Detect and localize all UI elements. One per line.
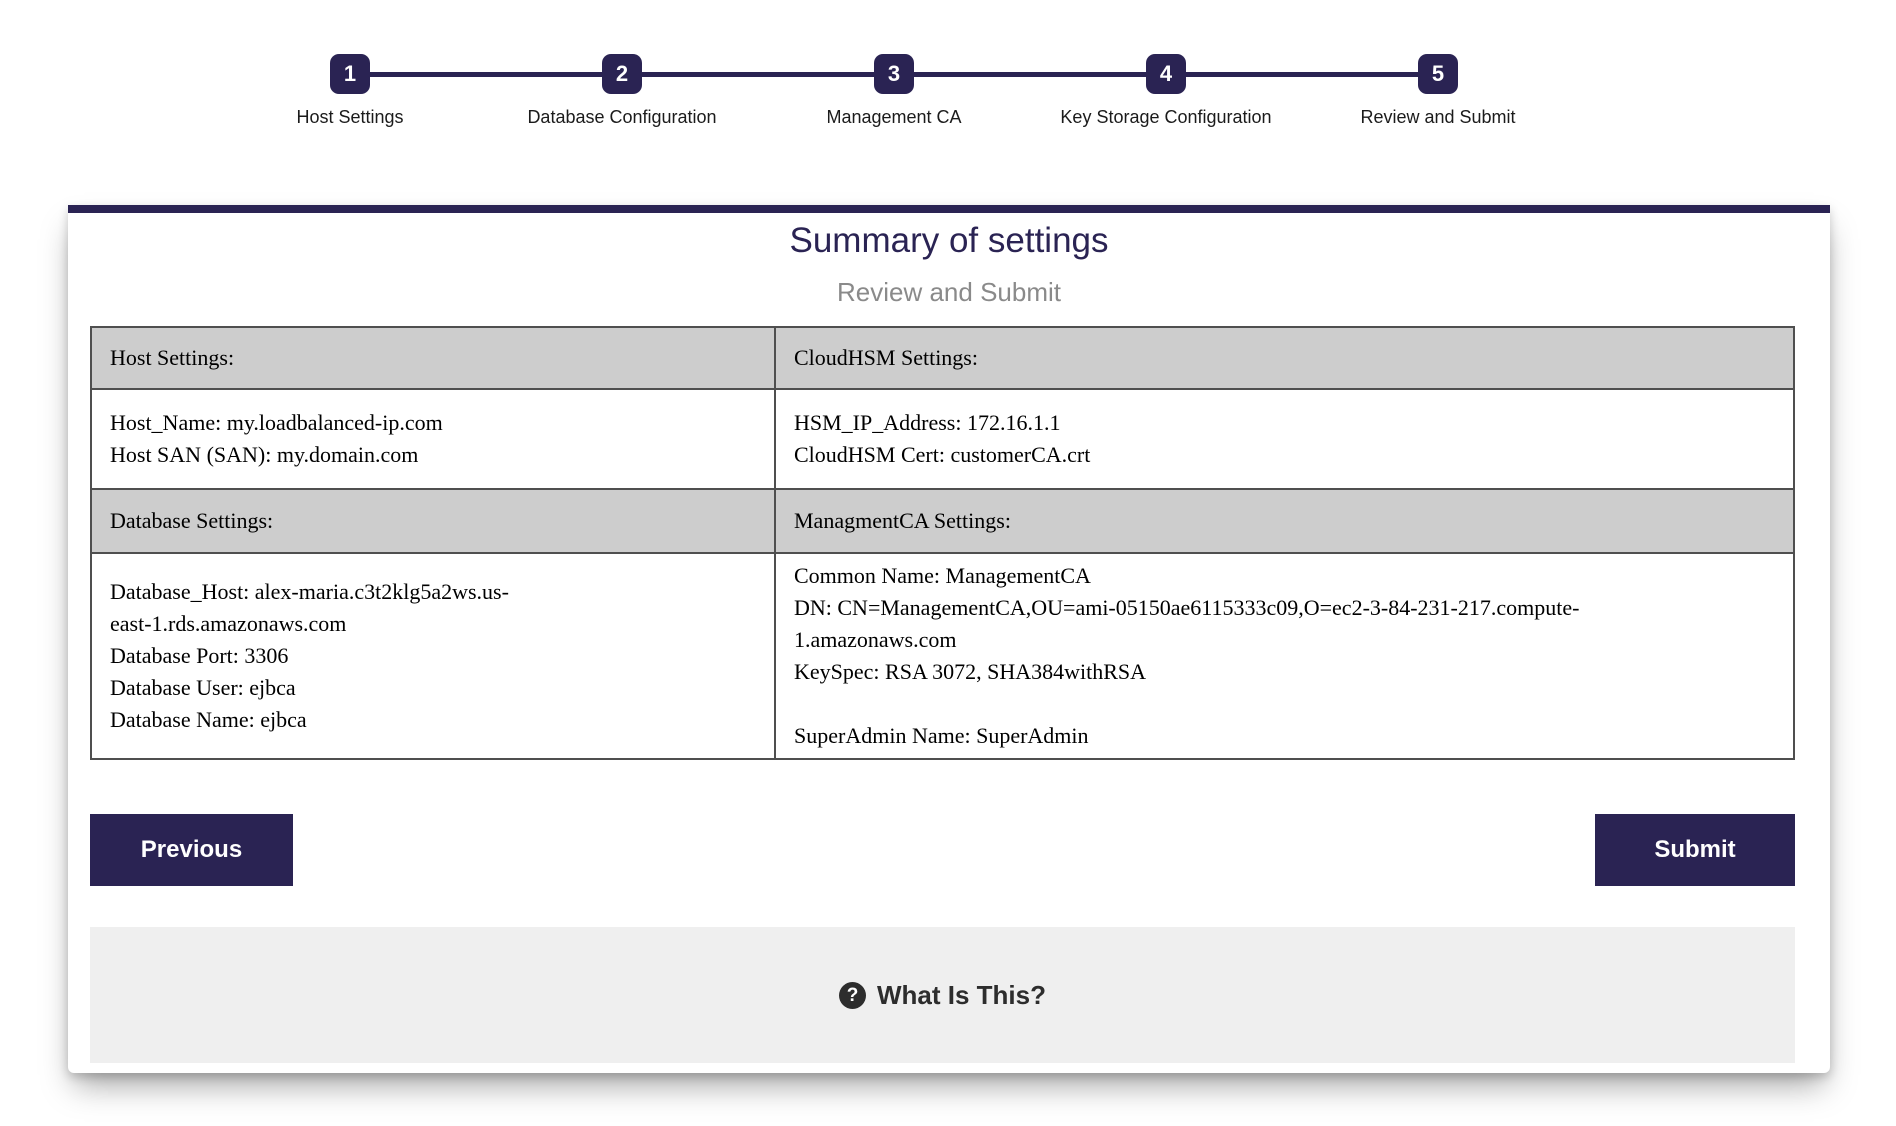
host-settings-header-cell: Host Settings: bbox=[90, 326, 776, 390]
question-mark-icon: ? bbox=[839, 981, 866, 1009]
cloudhsm-settings-values-cell: HSM_IP_Address: 172.16.1.1 CloudHSM Cert:… bbox=[774, 388, 1795, 490]
step-4-badge[interactable]: 4 bbox=[1146, 54, 1186, 94]
step-review-and-submit[interactable]: 5 Review and Submit bbox=[1302, 54, 1574, 128]
step-3-label: Management CA bbox=[826, 107, 962, 127]
step-5-label: Review and Submit bbox=[1360, 107, 1516, 127]
managementca-settings-header-cell: ManagmentCA Settings: bbox=[774, 488, 1795, 554]
wizard-stepper: 1 Host Settings 2 Database Configuration… bbox=[214, 54, 1574, 128]
table-row: Host Settings: CloudHSM Settings: bbox=[90, 326, 1795, 390]
cloudhsm-settings-header-cell: CloudHSM Settings: bbox=[774, 326, 1795, 390]
summary-card: Summary of settings Review and Submit Ho… bbox=[68, 205, 1830, 1073]
database-settings-values-cell: Database_Host: alex-maria.c3t2klg5a2ws.u… bbox=[90, 552, 776, 760]
previous-button[interactable]: Previous bbox=[90, 814, 293, 886]
step-4-label: Key Storage Configuration bbox=[1060, 107, 1272, 127]
help-link-label: What Is This? bbox=[877, 979, 1046, 1010]
table-row: Host_Name: my.loadbalanced-ip.com Host SA… bbox=[90, 388, 1795, 490]
step-3-badge[interactable]: 3 bbox=[874, 54, 914, 94]
managementca-settings-values-cell: Common Name: ManagementCA DN: CN=Manageme… bbox=[774, 552, 1795, 760]
host-settings-values-cell: Host_Name: my.loadbalanced-ip.com Host SA… bbox=[90, 388, 776, 490]
step-1-label: Host Settings bbox=[296, 107, 404, 127]
table-row: Database Settings: ManagmentCA Settings: bbox=[90, 488, 1795, 554]
step-management-ca[interactable]: 3 Management CA bbox=[758, 54, 1030, 128]
page-subtitle: Review and Submit bbox=[837, 277, 1061, 307]
step-1-badge[interactable]: 1 bbox=[330, 54, 370, 94]
step-database-configuration[interactable]: 2 Database Configuration bbox=[486, 54, 758, 128]
help-footer[interactable]: ? What Is This? bbox=[90, 927, 1795, 1063]
step-5-badge[interactable]: 5 bbox=[1418, 54, 1458, 94]
database-settings-header-cell: Database Settings: bbox=[90, 488, 776, 554]
step-2-badge[interactable]: 2 bbox=[602, 54, 642, 94]
page-title: Summary of settings bbox=[789, 221, 1109, 260]
step-2-label: Database Configuration bbox=[527, 107, 717, 127]
table-row: Database_Host: alex-maria.c3t2klg5a2ws.u… bbox=[90, 552, 1795, 760]
step-host-settings[interactable]: 1 Host Settings bbox=[214, 54, 486, 128]
step-key-storage-configuration[interactable]: 4 Key Storage Configuration bbox=[1030, 54, 1302, 128]
settings-summary-table: Host Settings: CloudHSM Settings: Host_N… bbox=[90, 326, 1795, 760]
submit-button[interactable]: Submit bbox=[1595, 814, 1795, 886]
